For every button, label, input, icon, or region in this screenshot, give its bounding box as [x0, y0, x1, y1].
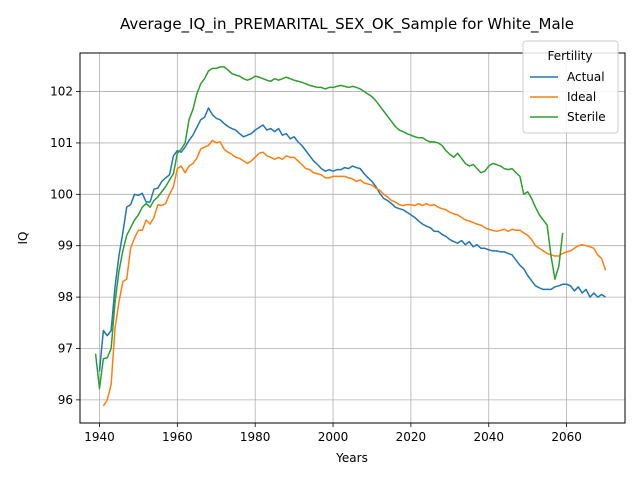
plot-frame — [79, 52, 626, 424]
legend-label-actual: Actual — [567, 70, 605, 84]
series-line-sterile — [94, 66, 564, 390]
y-tick-label: 102 — [50, 85, 73, 99]
legend-items: Actual Ideal Sterile — [530, 70, 606, 124]
x-tick-label: 2020 — [396, 430, 427, 444]
legend-box — [522, 40, 619, 134]
legend-label-sterile: Sterile — [567, 110, 606, 124]
legend-title: Fertility — [547, 49, 592, 63]
x-axis-label: Years — [335, 451, 368, 465]
x-tick-label: 2000 — [318, 430, 349, 444]
legend: Fertility Actual Ideal Sterile — [522, 40, 619, 134]
y-tick-label: 99 — [58, 239, 73, 253]
chart-title: Average_IQ_in_PREMARITAL_SEX_OK_Sample f… — [120, 15, 574, 34]
y-tick-label: 101 — [50, 136, 73, 150]
y-tick-label: 98 — [58, 290, 73, 304]
y-tick-label: 97 — [58, 341, 73, 355]
x-tick-label: 2060 — [551, 430, 582, 444]
x-axis: 1940 1960 1980 2000 2020 2040 2060 — [84, 423, 582, 444]
y-tick-label: 100 — [50, 187, 73, 201]
x-tick-label: 1960 — [162, 430, 193, 444]
x-tick-label: 1980 — [240, 430, 271, 444]
y-tick-label: 96 — [58, 393, 73, 407]
x-tick-label: 2040 — [473, 430, 504, 444]
y-axis-label: IQ — [16, 232, 30, 245]
x-tick-label: 1940 — [84, 430, 115, 444]
series-line-ideal — [102, 139, 607, 407]
series-layer — [94, 66, 607, 407]
series-line-actual — [98, 107, 606, 372]
grid — [80, 53, 625, 423]
legend-label-ideal: Ideal — [567, 90, 596, 104]
y-axis: 96 97 98 99 100 101 102 — [50, 85, 80, 407]
